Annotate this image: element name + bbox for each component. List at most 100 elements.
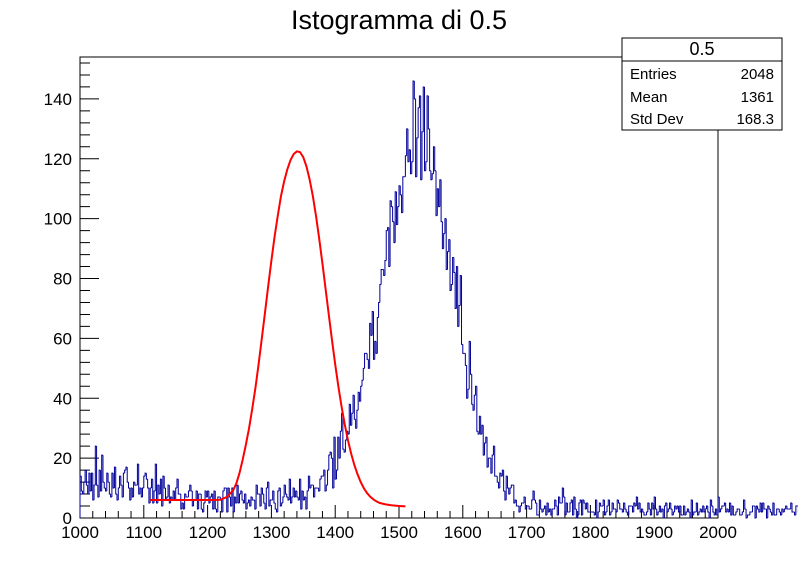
histogram-bin bbox=[147, 479, 149, 489]
histogram-bin bbox=[424, 86, 426, 172]
histogram-bin bbox=[122, 472, 125, 498]
histogram-bin bbox=[693, 511, 696, 516]
histogram-bin bbox=[625, 509, 628, 513]
histogram-bin bbox=[335, 469, 338, 480]
histogram-bin bbox=[768, 506, 771, 510]
histogram-bin bbox=[578, 502, 581, 516]
histogram-bin bbox=[469, 341, 472, 375]
histogram-bin bbox=[642, 509, 644, 513]
x-tick-label: 1000 bbox=[61, 523, 99, 542]
histogram-bin bbox=[483, 442, 486, 456]
histogram-bin bbox=[241, 491, 244, 501]
histogram-bin bbox=[239, 493, 241, 504]
histogram-bin bbox=[325, 484, 328, 492]
histogram-bin bbox=[281, 502, 283, 507]
histogram-bin bbox=[698, 511, 701, 516]
histogram-bin bbox=[654, 497, 657, 510]
histogram-bin bbox=[434, 146, 436, 172]
histogram-bin bbox=[269, 499, 272, 507]
stats-box: 0.5 Entries 2048 Mean 1361 Std Dev 168.3 bbox=[621, 37, 783, 131]
histogram-bin bbox=[795, 505, 798, 516]
histogram-bin bbox=[732, 506, 735, 516]
histogram-bin bbox=[421, 131, 424, 180]
histogram-bin bbox=[467, 388, 470, 399]
histogram-bin bbox=[446, 251, 449, 270]
histogram-bin bbox=[117, 487, 120, 501]
histogram-bin bbox=[175, 487, 177, 501]
histogram-bin bbox=[663, 505, 666, 518]
histogram-bin bbox=[222, 490, 225, 513]
stats-box-title: 0.5 bbox=[689, 39, 714, 59]
histogram-bin bbox=[506, 476, 509, 489]
histogram-bin bbox=[521, 502, 523, 507]
histogram-bin bbox=[711, 500, 713, 507]
histogram-bin bbox=[263, 494, 266, 504]
histogram-bin bbox=[286, 494, 288, 498]
histogram-bin bbox=[720, 508, 722, 513]
histogram-bin bbox=[569, 502, 572, 513]
histogram-bin bbox=[314, 487, 317, 498]
histogram-bin bbox=[583, 500, 586, 504]
histogram-bin bbox=[535, 500, 537, 504]
x-tick-label: 1700 bbox=[508, 523, 546, 542]
histogram-bin bbox=[291, 496, 294, 504]
histogram-bin bbox=[491, 454, 494, 474]
histogram-bin bbox=[402, 176, 405, 213]
histogram-bin bbox=[704, 508, 707, 513]
histogram-bin bbox=[450, 284, 453, 291]
histogram-bin bbox=[462, 344, 465, 354]
histogram-bin bbox=[427, 95, 430, 130]
histogram-bin bbox=[145, 473, 148, 480]
histogram-bin bbox=[306, 490, 309, 510]
histogram-bin bbox=[429, 128, 431, 172]
histogram-bin bbox=[778, 509, 781, 513]
y-tick-label: 80 bbox=[53, 270, 72, 289]
histogram-bin bbox=[344, 439, 347, 453]
histogram-bin bbox=[453, 257, 456, 274]
histogram-bin bbox=[528, 506, 531, 510]
histogram-bin bbox=[587, 503, 590, 513]
histogram-bin bbox=[667, 508, 670, 513]
histogram-bin bbox=[776, 508, 778, 516]
x-tick-label: 1900 bbox=[635, 523, 673, 542]
histogram-bin bbox=[712, 506, 715, 513]
histogram-bin bbox=[93, 484, 96, 501]
histogram-bin bbox=[672, 511, 675, 516]
histogram-bin bbox=[108, 482, 111, 495]
histogram-bin bbox=[416, 137, 419, 177]
histogram-bin bbox=[376, 316, 379, 354]
histogram-bin bbox=[327, 469, 329, 486]
histogram-bin bbox=[261, 488, 264, 495]
histogram-bin bbox=[597, 511, 600, 518]
histogram-bin bbox=[648, 503, 651, 510]
histogram-bin bbox=[102, 455, 105, 483]
histogram-bin bbox=[187, 490, 190, 498]
histogram-bin bbox=[379, 284, 382, 303]
histogram-bin bbox=[707, 506, 710, 513]
x-tick-label: 1100 bbox=[126, 523, 163, 542]
y-axis-tick-labels: 0 20 40 60 80 100 120 140 bbox=[44, 90, 72, 528]
histogram-bin bbox=[685, 511, 688, 516]
histogram-bin bbox=[282, 496, 285, 504]
histogram-bin bbox=[80, 476, 83, 492]
histogram-bin bbox=[746, 514, 749, 518]
histogram-bin bbox=[284, 485, 287, 495]
histogram-bin bbox=[120, 476, 123, 486]
histogram-bin bbox=[555, 500, 558, 507]
histogram-bin bbox=[559, 497, 562, 504]
histogram-bin bbox=[519, 505, 522, 513]
y-tick-label: 0 bbox=[63, 509, 72, 528]
histogram-bin bbox=[385, 230, 388, 261]
histogram-bin bbox=[142, 487, 144, 498]
histogram-bin bbox=[496, 476, 499, 483]
histogram-bin bbox=[680, 506, 683, 516]
histogram-bin bbox=[617, 500, 620, 504]
histogram-bin bbox=[536, 503, 539, 516]
histogram-bin bbox=[786, 506, 789, 510]
histogram-bin bbox=[103, 482, 106, 489]
histogram-bin bbox=[574, 497, 577, 510]
histogram-bin bbox=[757, 506, 759, 510]
histogram-bin bbox=[115, 467, 117, 495]
histogram-bin bbox=[612, 503, 615, 510]
